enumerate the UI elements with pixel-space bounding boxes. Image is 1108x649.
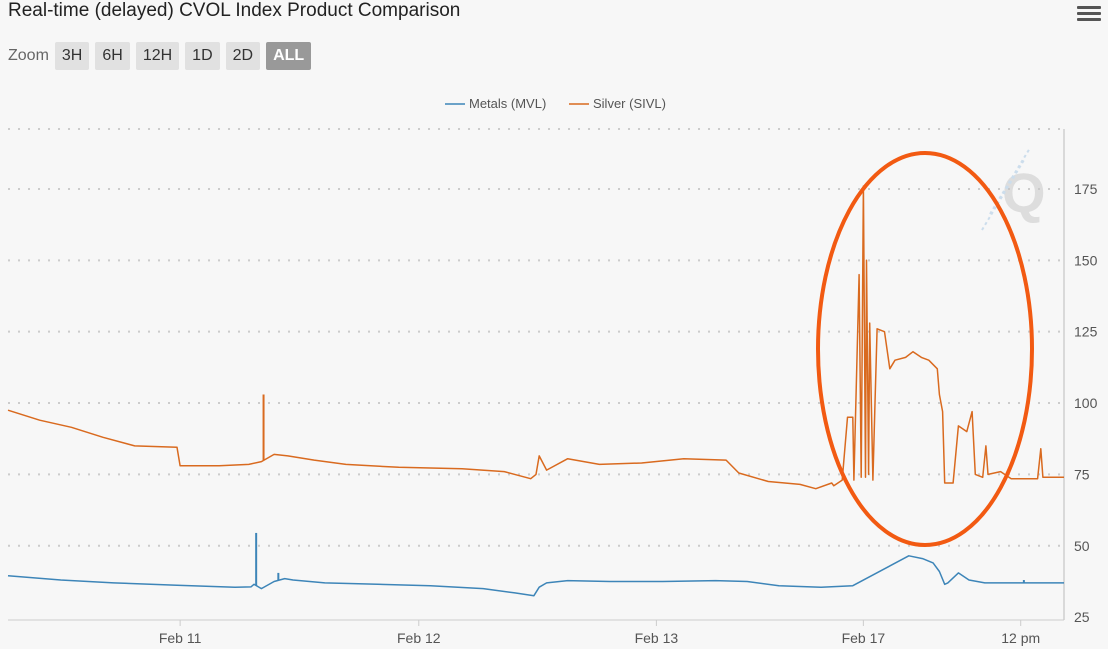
zoom-3h-button[interactable]: 3H [54,42,90,70]
silver-series-line[interactable] [7,185,1064,490]
watermark-stroke [981,159,1025,231]
highlight-ellipse [816,151,1034,547]
zoom-6h-button[interactable]: 6H [95,42,130,70]
menu-bar [1077,18,1101,21]
chart-title: Real-time (delayed) CVOL Index Product C… [8,0,461,21]
x-tick-label: Feb 13 [635,630,679,646]
x-tick-label: Feb 12 [397,630,441,646]
menu-bar [1077,12,1101,15]
hamburger-menu-icon[interactable] [1077,4,1101,24]
y-tick-label: 50 [1074,538,1090,554]
metals-series-line[interactable] [7,555,1064,597]
watermark-letter: Q [1002,161,1046,224]
legend-metals-label[interactable]: Metals (MVL) [469,96,546,111]
zoom-all-button[interactable]: ALL [266,42,312,70]
menu-bar [1077,6,1101,9]
y-tick-label: 125 [1074,324,1098,340]
y-tick-label: 100 [1074,395,1098,411]
x-tick-label: Feb 11 [159,630,202,646]
y-tick-label: 150 [1074,252,1098,268]
zoom-label: Zoom [8,47,49,64]
zoom-12h-button[interactable]: 12H [135,42,180,70]
zoom-2d-button[interactable]: 2D [225,42,261,70]
chart-legend: Metals (MVL) Silver (SIVL) [445,96,666,111]
legend-silver-label[interactable]: Silver (SIVL) [593,96,666,111]
y-tick-label: 25 [1074,609,1090,625]
y-axis: 25 50 75 100 125 150 175 [1063,129,1098,625]
chart-series [7,185,1064,597]
x-tick-label: 12 pm [1001,630,1040,646]
chart-grid [8,128,1064,547]
q-watermark-logo: Q [981,147,1046,231]
x-axis: Feb 11 Feb 12 Feb 13 Feb 17 12 pm [8,619,1064,646]
y-tick-label: 75 [1074,466,1090,482]
zoom-1d-button[interactable]: 1D [185,42,220,70]
zoom-selector: Zoom 3H 6H 12H 1D 2D ALL [8,42,317,70]
y-tick-label: 175 [1074,181,1098,197]
x-tick-label: Feb 17 [842,630,886,646]
